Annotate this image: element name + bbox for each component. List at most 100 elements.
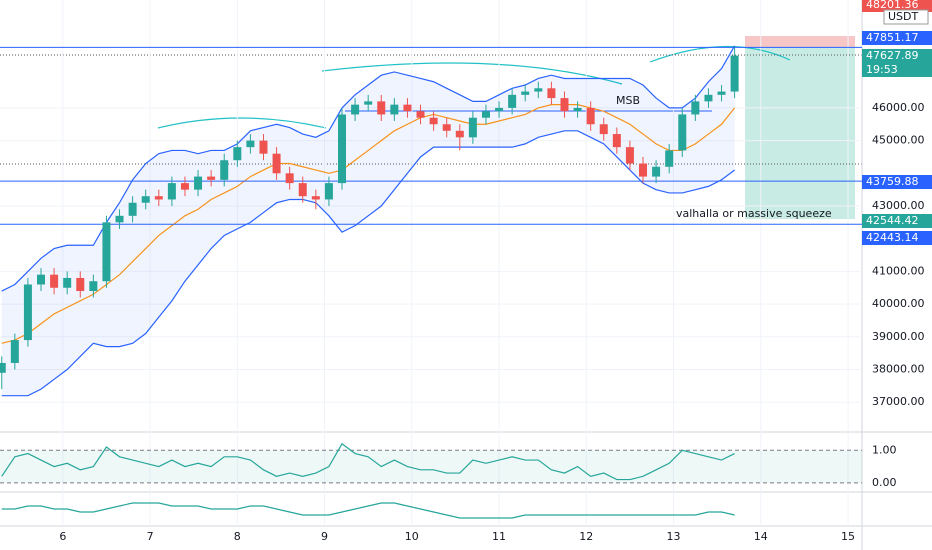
candle-body: [678, 114, 687, 151]
candle-body: [154, 196, 163, 200]
price-tag-label: 43759.88: [866, 175, 919, 188]
price-tag-label: 48201.36: [866, 0, 919, 11]
candle-body: [233, 147, 242, 161]
drawing-arc: [649, 45, 791, 63]
y-tick-label: 45000.00: [872, 134, 925, 147]
candle-body: [141, 196, 150, 203]
drawing-arc: [321, 62, 623, 85]
candle-body: [115, 215, 124, 223]
candle-body: [639, 163, 648, 177]
x-tick-label: 9: [321, 530, 328, 543]
candle-body: [730, 55, 739, 92]
y-tick-label: 37000.00: [872, 395, 925, 408]
oscillator-fill: [0, 450, 862, 483]
candle-body: [429, 117, 438, 125]
candle-body: [128, 202, 137, 216]
y-tick-label: 39000.00: [872, 330, 925, 343]
candle-body: [50, 274, 59, 288]
price-tag-label: 19:53: [866, 63, 898, 76]
candle-body: [665, 150, 674, 167]
candle-body: [390, 104, 399, 115]
candle-body: [63, 277, 72, 288]
candle-body: [180, 183, 189, 190]
candle-body: [207, 176, 216, 180]
y-tick-label: 41000.00: [872, 264, 925, 277]
candle-body: [599, 124, 608, 135]
candle-body: [272, 153, 281, 174]
position-stop-zone: [745, 36, 855, 47]
candle-body: [259, 140, 268, 154]
annotation: MSB: [616, 94, 640, 107]
band-lower: [1, 130, 735, 397]
oscillator-line: [1, 442, 735, 481]
candle-body: [521, 91, 530, 95]
price-tag: [862, 0, 932, 12]
candle-body: [23, 284, 32, 341]
candle-body: [691, 101, 700, 115]
candle-body: [167, 183, 176, 200]
price-tag: [862, 214, 932, 228]
plot: 6 7 8 9 10 11 12 13 14 15 46000.00 45000.00 43000.00…: [0, 0, 925, 543]
candle-body: [311, 196, 320, 200]
candle-body: [338, 114, 347, 184]
candle-body: [455, 130, 464, 138]
candle-body: [586, 107, 595, 125]
price-tag: [862, 231, 932, 245]
candle-body: [612, 134, 621, 148]
candle-body: [89, 281, 98, 292]
annotation: valhalla or massive squeeze: [676, 207, 832, 220]
candle-body: [403, 104, 412, 112]
candle-body: [37, 274, 46, 285]
y-tick-label: 38000.00: [872, 363, 925, 376]
candle-body: [495, 107, 504, 112]
y-tick-label: 46000.00: [872, 101, 925, 114]
candle-body: [534, 88, 543, 92]
band-upper: [1, 45, 736, 292]
candle-body: [377, 101, 386, 115]
candle-body: [442, 124, 451, 131]
x-tick-label: 6: [59, 530, 66, 543]
candle-body: [76, 277, 85, 292]
position-target-zone: [745, 47, 855, 219]
x-tick-label: 14: [754, 530, 768, 543]
price-tag: [862, 63, 932, 77]
price-tag-label: 47851.17: [866, 31, 919, 44]
candle-body: [652, 166, 661, 177]
x-tick-label: 13: [667, 530, 681, 543]
candle-body: [298, 183, 307, 197]
price-tag: [862, 49, 932, 63]
band-fill: [1, 45, 735, 396]
candle-body: [0, 362, 6, 373]
price-tag: [862, 31, 932, 45]
candle-body: [324, 183, 333, 200]
candle-body: [285, 173, 294, 184]
candle-body: [246, 140, 255, 148]
price-tag-label: USDT: [888, 10, 919, 23]
candle-body: [508, 94, 517, 108]
candle-body: [10, 340, 19, 363]
x-tick-label: 11: [492, 530, 506, 543]
x-tick-label: 8: [234, 530, 241, 543]
candle-body: [102, 222, 111, 282]
candle-body: [560, 98, 569, 112]
y-tick-label: 40000.00: [872, 297, 925, 310]
momentum-line: [1, 502, 735, 519]
candle-body: [573, 107, 582, 112]
x-tick-label: 7: [147, 530, 154, 543]
moving-average: [1, 104, 736, 344]
candle-body: [547, 88, 556, 99]
candle-body: [481, 111, 490, 118]
candle-body: [220, 160, 229, 180]
candle-body: [468, 117, 477, 138]
candle-body: [717, 91, 726, 95]
candle-body: [351, 104, 360, 115]
candle-body: [416, 111, 425, 118]
price-tag-label: 47627.89: [866, 49, 919, 62]
drawing-arc: [157, 117, 327, 129]
candle-body: [704, 94, 713, 102]
price-tag-label: 42544.42: [866, 214, 919, 227]
price-tag: [862, 175, 932, 189]
y-tick-label: 0.00: [872, 476, 897, 489]
x-tick-label: 10: [405, 530, 419, 543]
